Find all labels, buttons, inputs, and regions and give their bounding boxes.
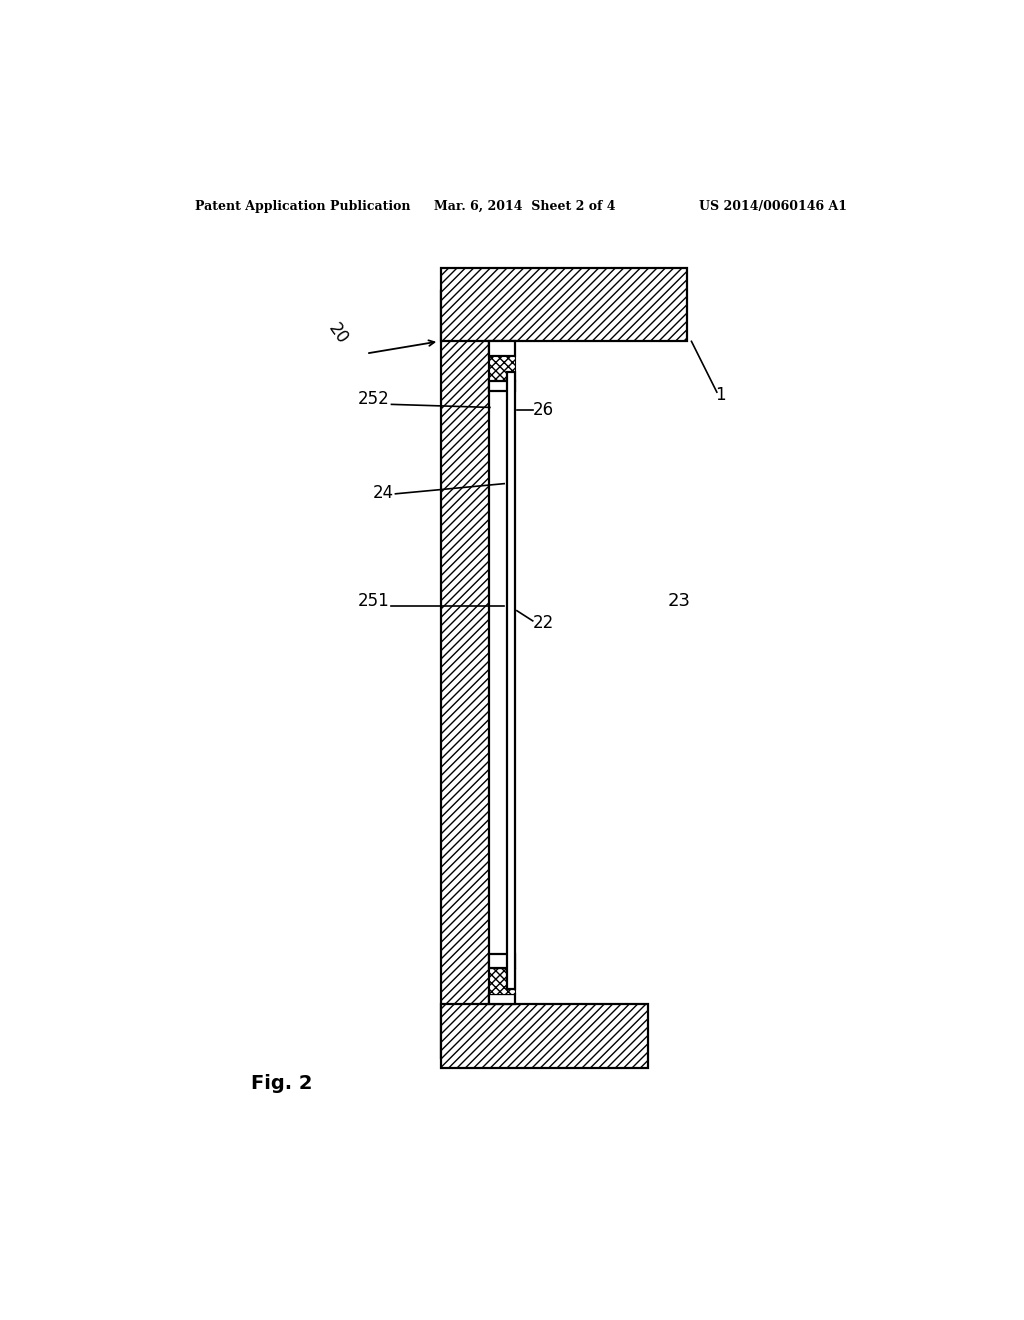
Bar: [489, 381, 515, 391]
Text: Patent Application Publication: Patent Application Publication: [196, 199, 411, 213]
Bar: [489, 355, 515, 381]
Bar: [489, 969, 515, 994]
Text: Mar. 6, 2014  Sheet 2 of 4: Mar. 6, 2014 Sheet 2 of 4: [433, 199, 615, 213]
Text: 23: 23: [668, 591, 690, 610]
Text: US 2014/0060146 A1: US 2014/0060146 A1: [699, 199, 848, 213]
Bar: [489, 954, 515, 969]
Text: Fig. 2: Fig. 2: [251, 1074, 312, 1093]
Bar: [441, 290, 489, 1057]
Text: 20: 20: [325, 321, 351, 348]
Bar: [441, 1005, 648, 1068]
Bar: [441, 268, 687, 342]
Text: 26: 26: [532, 400, 554, 418]
Bar: [489, 994, 515, 1005]
Text: 22: 22: [532, 614, 554, 632]
Text: 252: 252: [358, 391, 390, 408]
Text: 251: 251: [358, 591, 390, 610]
Text: 1: 1: [715, 387, 726, 404]
Bar: [489, 342, 515, 355]
Bar: [507, 372, 515, 989]
Text: 24: 24: [373, 484, 394, 502]
